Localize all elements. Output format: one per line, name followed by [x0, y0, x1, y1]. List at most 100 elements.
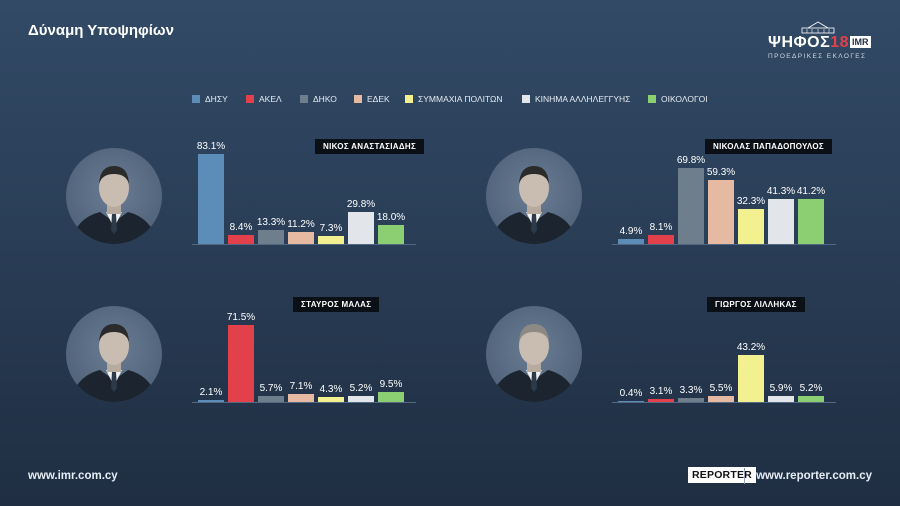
bar-value-label: 5.7% [259, 382, 283, 394]
bar-value-label: 5.9% [769, 382, 793, 394]
legend-swatch [405, 95, 413, 103]
bar [738, 209, 764, 244]
bar-value-label: 7.3% [319, 223, 343, 235]
bar [348, 211, 374, 244]
legend-swatch [522, 95, 530, 103]
imr-logo: IMR [850, 36, 871, 48]
candidate-name: ΝΙΚΟΣ ΑΝΑΣΤΑΣΙΑΔΗΣ [315, 139, 425, 154]
footer-imr-link[interactable]: www.imr.com.cy [28, 470, 118, 482]
bar-value-label: 69.8% [676, 155, 706, 167]
bar [288, 231, 314, 244]
page-title: Δύναμη Υποψηφίων [28, 22, 174, 39]
bar-value-label: 41.2% [796, 186, 826, 198]
bar-value-label: 59.3% [706, 166, 736, 178]
bar-value-label: 4.9% [619, 225, 643, 237]
bar [318, 397, 344, 402]
chart-baseline [612, 402, 836, 403]
brand-subtitle: ΠΡΟΕΔΡΙΚΕΣ ΕΚΛΟΓΕΣ [768, 53, 867, 60]
chart-baseline [192, 402, 416, 403]
bar [228, 324, 254, 402]
candidate-name: ΣΤΑΥΡΟΣ ΜΑΛΑΣ [293, 297, 380, 312]
brand-logo: ΨΗΦΟΣ18 IMR ΠΡΟΕΔΡΙΚΕΣ ΕΚΛΟΓΕΣ [768, 20, 878, 62]
legend-swatch [354, 95, 362, 103]
bar-value-label: 8.1% [649, 222, 673, 234]
reporter-logo: REPORTER [688, 467, 756, 483]
legend-label: ΑΚΕΛ [259, 94, 282, 104]
legend-label: ΔΗΣΥ [205, 94, 228, 104]
bar [708, 179, 734, 244]
candidate-name: ΝΙΚΟΛΑΣ ΠΑΠΑΔΟΠΟΥΛΟΣ [705, 139, 832, 154]
bar [768, 395, 794, 402]
bar [258, 229, 284, 244]
bar-value-label: 18.0% [376, 211, 406, 223]
legend-item: ΚΙΝΗΜΑ ΑΛΛΗΛΕΓΓΥΗΣ [522, 94, 630, 104]
legend-swatch [246, 95, 254, 103]
bar [348, 396, 374, 402]
bar-value-label: 3.3% [679, 385, 703, 397]
bar [198, 154, 224, 244]
bar [378, 224, 404, 244]
candidate-avatar [66, 148, 162, 244]
bar [708, 396, 734, 402]
bar [678, 168, 704, 244]
bar-value-label: 9.5% [379, 378, 403, 390]
bar [378, 391, 404, 402]
bar [618, 238, 644, 244]
bar-value-label: 32.3% [736, 196, 766, 208]
legend: ΔΗΣΥ ΑΚΕΛ ΔΗΚΟ ΕΔΕΚ ΣΥΜΜΑΧΙΑ ΠΟΛΙΤΩΝ ΚΙΝΗΜΑ Α… [0, 94, 900, 108]
bar [798, 396, 824, 402]
legend-swatch [648, 95, 656, 103]
bar-value-label: 4.3% [319, 384, 343, 396]
legend-label: ΔΗΚΟ [313, 94, 337, 104]
legend-swatch [300, 95, 308, 103]
chart-baseline [612, 244, 836, 245]
bar-value-label: 29.8% [346, 198, 376, 210]
bar-value-label: 8.4% [229, 221, 253, 233]
legend-label: ΟΙΚΟΛΟΓΟΙ [661, 94, 708, 104]
legend-item: ΔΗΣΥ [192, 94, 228, 104]
bar-value-label: 7.1% [289, 381, 313, 393]
brand-name: ΨΗΦΟΣ18 [768, 34, 849, 51]
candidate-panel-lillikas: ΓΙΩΡΓΟΣ ΛΙΛΛΗΚΑΣ 0.4% 3.1% 3.3% 5.5% 43.2% 5.9… [460, 288, 840, 428]
candidate-panel-malas: ΣΤΑΥΡΟΣ ΜΑΛΑΣ 2.1% 71.5% 5.7% 7.1% 4.3% 5.2% 9.… [40, 288, 420, 428]
bar-value-label: 71.5% [226, 311, 256, 323]
legend-item: ΟΙΚΟΛΟΓΟΙ [648, 94, 708, 104]
bar [798, 199, 824, 244]
bar-value-label: 5.5% [709, 383, 733, 395]
bar-value-label: 2.1% [199, 386, 223, 398]
bar [738, 355, 764, 402]
candidate-avatar [486, 148, 582, 244]
bar [318, 236, 344, 244]
bar [768, 199, 794, 244]
legend-label: ΕΔΕΚ [367, 94, 390, 104]
bar-value-label: 5.2% [349, 383, 373, 395]
legend-item: ΔΗΚΟ [300, 94, 337, 104]
bar-value-label: 43.2% [736, 342, 766, 354]
bar [258, 395, 284, 402]
legend-label: ΚΙΝΗΜΑ ΑΛΛΗΛΕΓΓΥΗΣ [535, 94, 631, 104]
legend-item: ΑΚΕΛ [246, 94, 282, 104]
bar-value-label: 5.2% [799, 383, 823, 395]
bar [198, 399, 224, 402]
candidate-panel-anastasiades: ΝΙΚΟΣ ΑΝΑΣΤΑΣΙΑΔΗΣ 83.1% 8.4% 13.3% 11.2% 7.3… [40, 130, 425, 270]
candidate-avatar [486, 306, 582, 402]
bar-value-label: 41.3% [766, 186, 796, 198]
bar-value-label: 3.1% [649, 385, 673, 397]
bar [228, 234, 254, 244]
legend-item: ΕΔΕΚ [354, 94, 390, 104]
legend-item: ΣΥΜΜΑΧΙΑ ΠΟΛΙΤΩΝ [405, 94, 503, 104]
footer-reporter-link[interactable]: www.reporter.com.cy [756, 470, 872, 482]
candidate-panel-papadopoulos: ΝΙΚΟΛΑΣ ΠΑΠΑΔΟΠΟΥΛΟΣ 4.9% 8.1% 69.8% 59.3% 32… [460, 130, 840, 270]
bar-value-label: 0.4% [619, 387, 643, 399]
candidate-name: ΓΙΩΡΓΟΣ ΛΙΛΛΗΚΑΣ [707, 297, 805, 312]
bar [648, 398, 674, 402]
bar [648, 235, 674, 244]
bar-value-label: 83.1% [196, 141, 226, 153]
legend-label: ΣΥΜΜΑΧΙΑ ΠΟΛΙΤΩΝ [418, 94, 503, 104]
chart-baseline [192, 244, 416, 245]
bar-value-label: 13.3% [256, 216, 286, 228]
bar-value-label: 11.2% [287, 218, 315, 230]
building-icon [801, 21, 835, 34]
legend-swatch [192, 95, 200, 103]
bar [678, 398, 704, 402]
